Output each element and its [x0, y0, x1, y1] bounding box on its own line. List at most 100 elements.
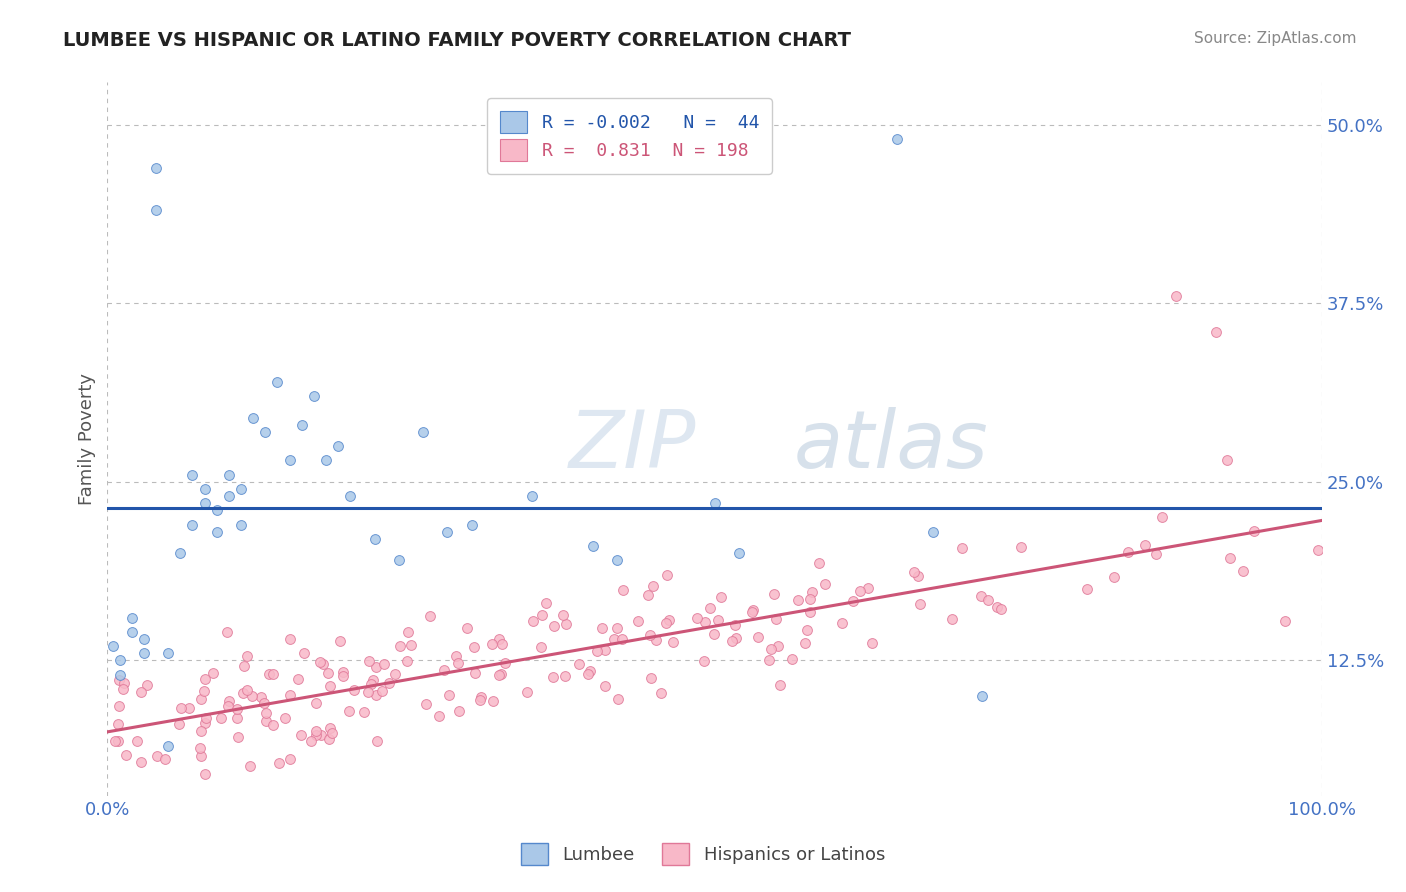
- Point: [129, 755, 152, 769]
- Text: atlas: atlas: [793, 407, 988, 485]
- Point: [489, 666, 512, 681]
- Point: [242, 410, 264, 425]
- Point: [766, 639, 789, 653]
- Point: [195, 711, 218, 725]
- Point: [1118, 545, 1140, 559]
- Point: [205, 524, 228, 539]
- Point: [699, 600, 721, 615]
- Point: [309, 728, 332, 742]
- Point: [305, 696, 328, 710]
- Point: [115, 748, 138, 763]
- Point: [582, 539, 605, 553]
- Point: [332, 669, 354, 683]
- Point: [107, 733, 129, 747]
- Point: [849, 584, 872, 599]
- Point: [384, 666, 406, 681]
- Point: [177, 701, 200, 715]
- Point: [218, 489, 240, 503]
- Point: [259, 667, 281, 681]
- Point: [194, 673, 217, 687]
- Point: [287, 672, 309, 686]
- Point: [253, 696, 276, 710]
- Point: [193, 684, 215, 698]
- Point: [693, 615, 716, 630]
- Point: [655, 615, 678, 630]
- Point: [460, 517, 482, 532]
- Point: [240, 689, 263, 703]
- Point: [278, 689, 301, 703]
- Point: [229, 517, 252, 532]
- Point: [1010, 540, 1032, 554]
- Point: [491, 636, 513, 650]
- Point: [543, 619, 565, 633]
- Point: [796, 623, 818, 637]
- Point: [470, 693, 492, 707]
- Point: [157, 646, 180, 660]
- Point: [488, 668, 510, 682]
- Point: [209, 711, 232, 725]
- Point: [319, 679, 342, 693]
- Point: [396, 654, 419, 668]
- Point: [522, 614, 544, 628]
- Text: Source: ZipAtlas.com: Source: ZipAtlas.com: [1194, 31, 1357, 46]
- Point: [305, 724, 328, 739]
- Point: [201, 665, 224, 680]
- Point: [531, 607, 554, 622]
- Point: [359, 654, 381, 668]
- Point: [782, 652, 804, 666]
- Point: [658, 613, 681, 627]
- Point: [787, 593, 810, 607]
- Point: [145, 161, 167, 175]
- Point: [742, 603, 765, 617]
- Point: [236, 648, 259, 663]
- Point: [1152, 510, 1174, 524]
- Point: [551, 607, 574, 622]
- Point: [706, 613, 728, 627]
- Point: [516, 685, 538, 699]
- Point: [316, 665, 339, 680]
- Point: [278, 752, 301, 766]
- Point: [373, 657, 395, 671]
- Point: [799, 591, 821, 606]
- Point: [662, 634, 685, 648]
- Point: [305, 728, 328, 742]
- Point: [127, 734, 149, 748]
- Point: [530, 640, 553, 654]
- Point: [685, 611, 707, 625]
- Point: [136, 678, 159, 692]
- Point: [1219, 551, 1241, 566]
- Point: [274, 711, 297, 725]
- Point: [482, 693, 505, 707]
- Legend: Lumbee, Hispanics or Latinos: Lumbee, Hispanics or Latinos: [515, 836, 891, 872]
- Point: [262, 666, 284, 681]
- Point: [218, 694, 240, 708]
- Point: [217, 625, 239, 640]
- Point: [645, 633, 668, 648]
- Point: [302, 389, 325, 403]
- Point: [908, 597, 931, 611]
- Point: [578, 665, 600, 679]
- Point: [860, 635, 883, 649]
- Point: [170, 701, 193, 715]
- Point: [759, 641, 782, 656]
- Point: [232, 686, 254, 700]
- Point: [437, 688, 460, 702]
- Point: [315, 453, 337, 467]
- Point: [353, 705, 375, 719]
- Point: [650, 686, 672, 700]
- Point: [363, 673, 385, 687]
- Point: [903, 565, 925, 579]
- Point: [602, 632, 624, 647]
- Point: [121, 610, 143, 624]
- Point: [655, 567, 678, 582]
- Point: [692, 654, 714, 668]
- Point: [396, 624, 419, 639]
- Point: [167, 716, 190, 731]
- Point: [578, 667, 600, 681]
- Point: [703, 496, 725, 510]
- Point: [470, 690, 492, 704]
- Point: [727, 546, 749, 560]
- Point: [278, 453, 301, 467]
- Point: [226, 711, 249, 725]
- Point: [190, 692, 212, 706]
